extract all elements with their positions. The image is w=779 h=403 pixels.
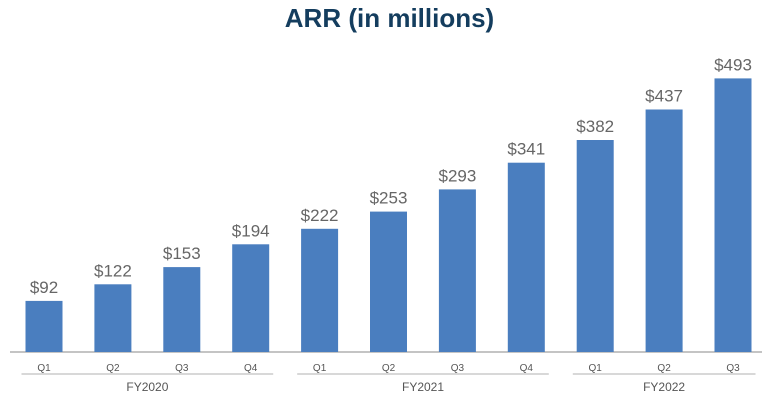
bar-value-label: $293 — [438, 166, 476, 185]
bar-value-label: $194 — [232, 221, 270, 240]
bar — [163, 267, 201, 352]
bar-value-label: $253 — [370, 189, 408, 208]
x-tick-label: Q2 — [106, 363, 120, 374]
bar — [94, 284, 132, 352]
bar-value-label: $382 — [576, 117, 614, 136]
bar — [438, 189, 476, 352]
x-tick-label: Q3 — [175, 363, 189, 374]
bar — [507, 162, 545, 352]
x-tick-label: Q4 — [520, 363, 534, 374]
bar-value-label: $92 — [30, 278, 58, 297]
x-tick-label: Q1 — [313, 363, 327, 374]
bar-value-label: $437 — [645, 87, 683, 106]
group-label: FY2021 — [402, 380, 444, 394]
bar — [232, 244, 270, 352]
bar-value-label: $493 — [714, 55, 752, 74]
bar — [25, 300, 63, 352]
bar — [714, 78, 752, 353]
chart-title: ARR (in millions) — [284, 3, 495, 33]
group-label: FY2020 — [126, 380, 168, 394]
x-tick-label: Q3 — [451, 363, 465, 374]
group-label: FY2022 — [643, 380, 685, 394]
x-tick-label: Q1 — [37, 363, 51, 374]
bar — [370, 211, 407, 352]
bar-value-label: $153 — [163, 244, 201, 263]
bar — [576, 140, 614, 352]
bar-value-label: $122 — [94, 261, 132, 280]
bar — [645, 109, 683, 352]
x-tick-label: Q3 — [726, 363, 740, 374]
x-tick-label: Q4 — [244, 363, 258, 374]
bar-value-label: $222 — [301, 206, 339, 225]
x-tick-label: Q2 — [382, 363, 396, 374]
bar — [301, 228, 339, 352]
bar-value-label: $341 — [507, 140, 545, 159]
x-tick-label: Q1 — [589, 363, 603, 374]
x-tick-label: Q2 — [657, 363, 671, 374]
